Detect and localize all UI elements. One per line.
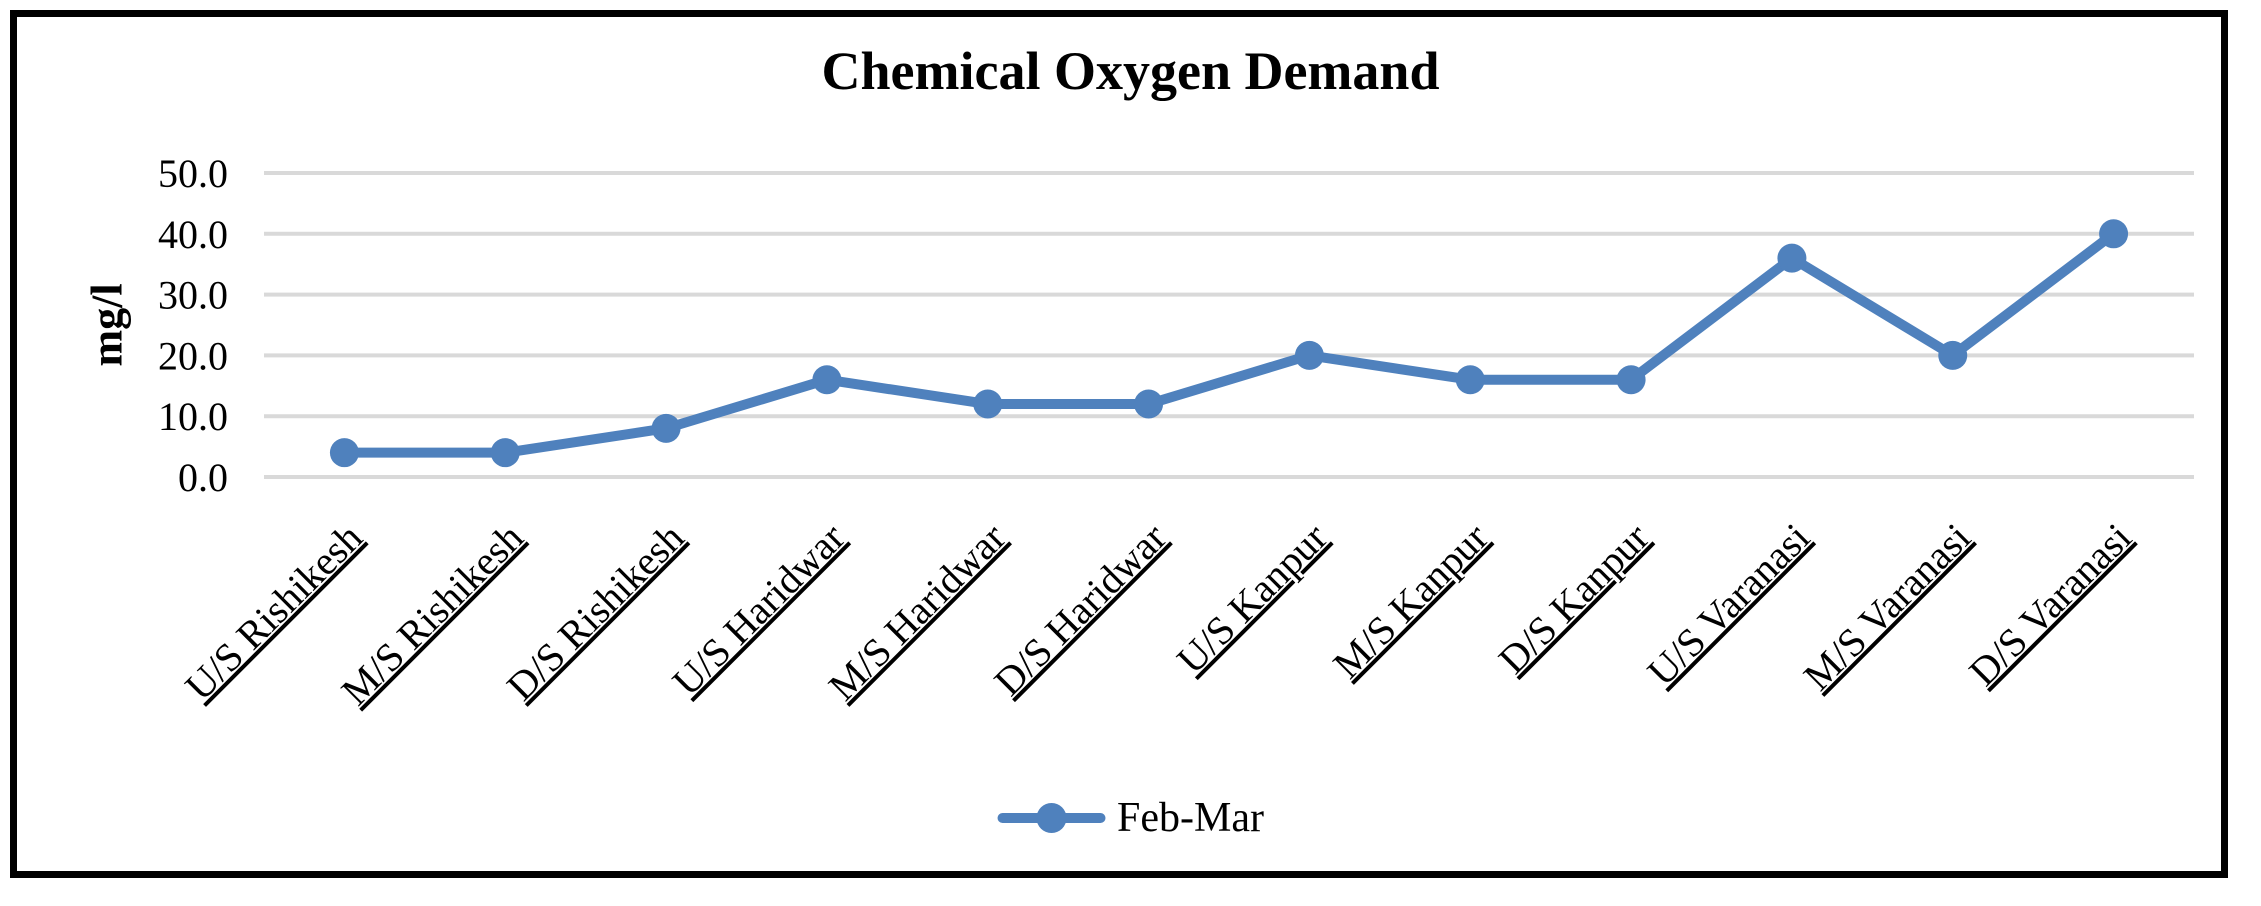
x-axis-label: M/S Kanpur [1324,515,1496,687]
data-point-marker [1777,243,1807,273]
data-point-marker [1134,389,1164,419]
data-point-marker [1455,365,1485,395]
data-point-marker [812,365,842,395]
legend-marker-dot-icon [1036,803,1067,833]
y-tick-label: 10.0 [158,394,228,439]
y-tick-label: 30.0 [158,273,228,318]
x-axis-label: U/S Kanpur [1168,515,1336,683]
x-axis-label: M/S Varanasi [1795,515,1979,699]
data-point-marker [1616,365,1646,395]
y-tick-label: 20.0 [158,333,228,378]
legend-line-marker-icon [997,803,1106,833]
legend-series-label: Feb-Mar [1117,795,1264,841]
series-line [339,228,2119,458]
y-tick-label: 0.0 [178,455,228,500]
data-point-marker [973,389,1003,419]
y-tick-label: 50.0 [158,151,228,196]
data-point-marker [329,438,359,468]
data-point-marker [651,413,681,443]
data-point-marker [2099,219,2129,249]
data-point-marker [1294,340,1324,370]
legend: Feb-Mar [997,794,1264,842]
data-point-marker [490,438,520,468]
x-axis-label: D/S Haridwar [985,515,1175,705]
chart-title: Chemical Oxygen Demand [821,41,1440,101]
x-axis-label: D/S Kanpur [1490,515,1658,683]
chart-frame [10,10,2228,878]
x-axis-label: U/S Varanasi [1638,515,1818,695]
y-tick-label: 40.0 [158,212,228,257]
x-axis-label: D/S Varanasi [1960,515,2140,695]
data-point-marker [1938,340,1968,370]
